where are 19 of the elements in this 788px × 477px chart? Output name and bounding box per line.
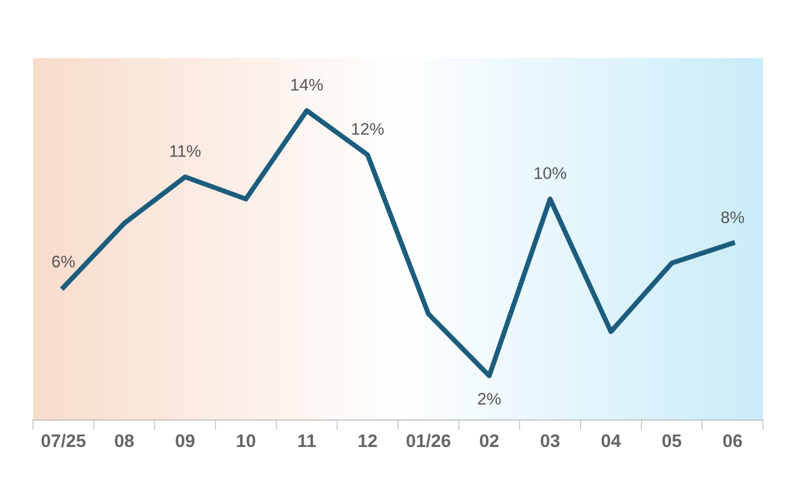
x-tick-label: 03 [540, 434, 560, 448]
x-tick-label: 04 [602, 434, 621, 448]
x-tick-label: 08 [114, 434, 134, 448]
x-tick-label: 12 [358, 434, 377, 447]
x-tick-label: 02 [480, 434, 499, 448]
data-label: 10% [534, 167, 566, 180]
x-tick-label: 05 [662, 434, 682, 448]
x-tick-label: 07/25 [42, 434, 86, 448]
x-tick-label: 01/26 [406, 434, 450, 448]
data-label: 2% [478, 392, 501, 405]
x-tick-label: 06 [723, 434, 742, 448]
data-label: 6% [52, 256, 75, 268]
x-tick-label: 10 [237, 434, 256, 448]
x-tick-label: 11 [298, 434, 316, 447]
x-tick-label: 09 [176, 434, 194, 448]
data-label: 14% [291, 78, 323, 91]
data-label: 12% [352, 123, 384, 135]
data-label: 11% [170, 145, 201, 157]
data-label: 8% [721, 211, 744, 224]
